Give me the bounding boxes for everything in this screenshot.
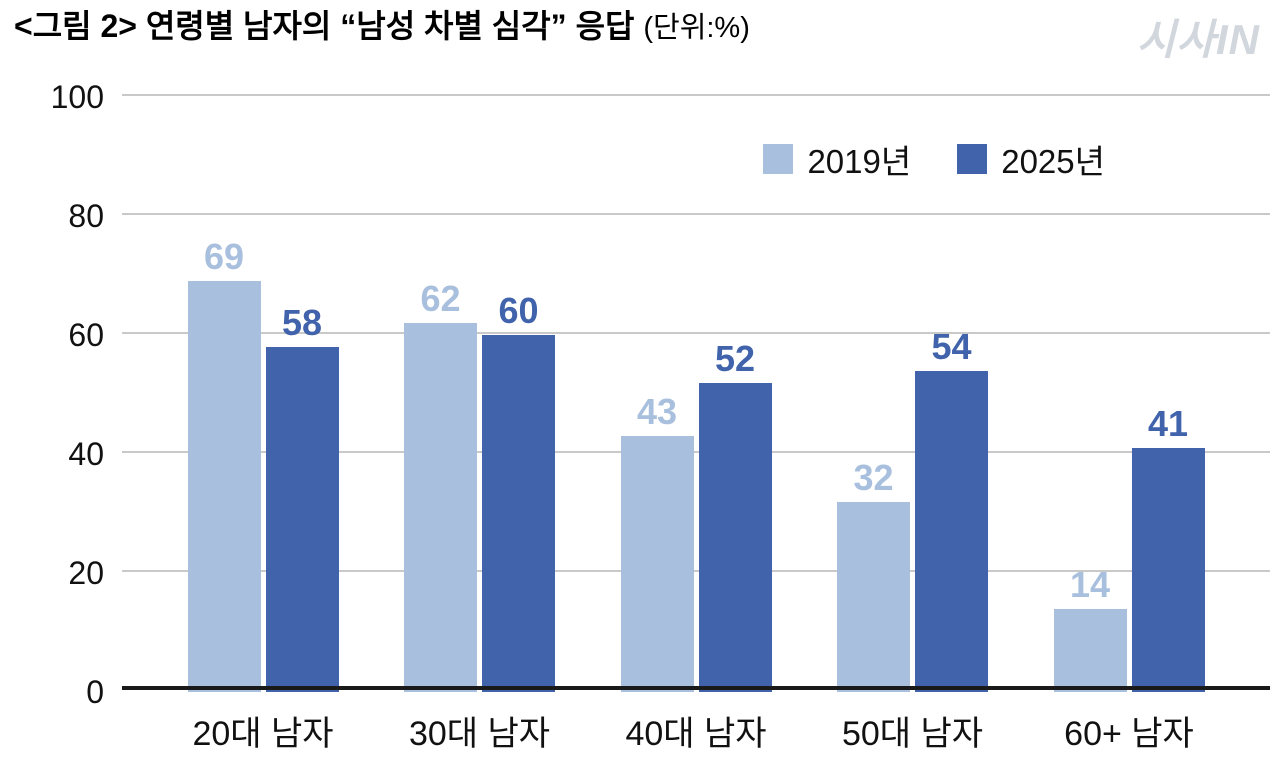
bar-group: 69 58 20대 남자 xyxy=(187,97,339,753)
bar: 62 xyxy=(404,281,477,692)
x-axis-category-label: 60+ 남자 xyxy=(1064,715,1194,753)
bar-groups: 69 58 20대 남자 62 60 30대 남자 43 52 40대 남자 32 54 50대 남자… xyxy=(122,97,1270,753)
legend-item: 2019년 xyxy=(763,135,911,183)
gridline xyxy=(122,94,1270,96)
legend: 2019년 2025년 xyxy=(763,135,1105,183)
figure-number: <그림 2> xyxy=(14,8,137,44)
bar-group: 62 60 30대 남자 xyxy=(404,97,555,753)
bar: 52 xyxy=(698,340,772,692)
bar: 60 xyxy=(482,293,555,692)
bar-value-label: 41 xyxy=(1147,403,1189,445)
bar-value-label: 52 xyxy=(714,337,756,379)
legend-swatch xyxy=(957,144,988,174)
bar: 41 xyxy=(1131,406,1205,692)
bar: 58 xyxy=(265,304,339,692)
bar-value-label: 54 xyxy=(931,325,972,367)
y-tick-label: 60 xyxy=(68,317,104,353)
bar-value-label: 69 xyxy=(203,236,245,278)
legend-label: 2019년 xyxy=(807,143,912,180)
x-axis-category-label: 40대 남자 xyxy=(625,715,767,753)
legend-label: 2025년 xyxy=(1001,143,1105,180)
y-tick-label: 40 xyxy=(68,436,104,472)
bar: 14 xyxy=(1053,566,1127,692)
y-tick-label: 80 xyxy=(68,198,104,234)
gridline xyxy=(122,451,1270,453)
bar-value-label: 62 xyxy=(420,278,461,320)
bar-group: 14 41 60+ 남자 xyxy=(1053,97,1205,753)
x-axis-category-label: 50대 남자 xyxy=(841,715,984,753)
gridline xyxy=(122,332,1270,334)
x-axis-line xyxy=(122,686,1270,690)
bar-group: 32 54 50대 남자 xyxy=(837,97,988,753)
bar: 54 xyxy=(915,328,988,692)
legend-swatch xyxy=(763,144,794,174)
x-axis-category-label: 30대 남자 xyxy=(408,715,551,753)
x-axis-category-label: 20대 남자 xyxy=(192,715,334,753)
bar-value-label: 60 xyxy=(498,290,539,331)
bar-value-label: 32 xyxy=(853,456,894,498)
bar-value-label: 58 xyxy=(281,301,323,343)
bar-chart: 2019년 2025년 69 58 20대 남자 62 60 30대 남자 43 52 40대 남… xyxy=(0,70,1280,767)
y-tick-label: 0 xyxy=(86,674,104,710)
sisain-logo: 시사IN xyxy=(1136,16,1260,63)
plot-area: 2019년 2025년 69 58 20대 남자 62 60 30대 남자 43 52 40대 남… xyxy=(51,81,1270,753)
y-tick-label: 20 xyxy=(68,555,104,591)
title-text: 연령별 남자의 “남성 차별 심각” 응답 xyxy=(145,8,635,44)
bar-group: 43 52 40대 남자 xyxy=(620,97,772,753)
bar-value-label: 14 xyxy=(1069,563,1111,605)
bar: 69 xyxy=(187,239,261,692)
chart-title: <그림 2> 연령별 남자의 “남성 차별 심각” 응답 (단위:%) xyxy=(14,6,750,48)
legend-item: 2025년 xyxy=(957,135,1105,183)
gridline xyxy=(122,570,1270,572)
unit-label: (단위:%) xyxy=(643,12,750,44)
header: <그림 2> 연령별 남자의 “남성 차별 심각” 응답 (단위:%) 시사IN xyxy=(14,6,1266,67)
bar: 32 xyxy=(837,459,910,692)
bar-value-label: 43 xyxy=(636,391,678,433)
bar: 43 xyxy=(620,394,694,692)
y-tick-label: 100 xyxy=(50,79,104,115)
gridline xyxy=(122,213,1270,215)
